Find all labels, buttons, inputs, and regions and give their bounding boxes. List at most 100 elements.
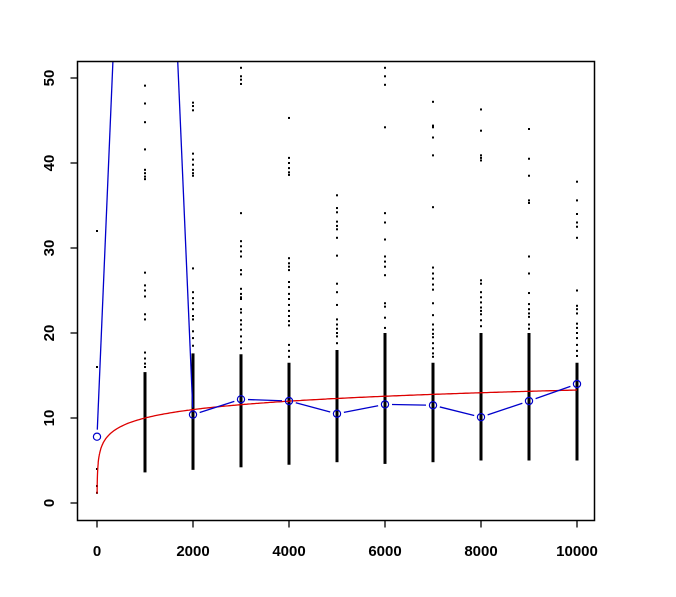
mean-marker bbox=[236, 395, 246, 404]
data-point bbox=[384, 274, 386, 277]
mean-line-segment bbox=[295, 402, 331, 413]
data-point bbox=[528, 201, 530, 204]
data-point bbox=[336, 236, 338, 239]
data-point bbox=[576, 322, 578, 325]
dense-observations bbox=[191, 353, 195, 470]
mean-line-segment bbox=[96, 61, 114, 430]
data-point bbox=[528, 308, 530, 311]
mean-line-segment bbox=[391, 403, 427, 406]
data-point bbox=[288, 156, 290, 159]
data-point bbox=[480, 129, 482, 132]
x-axis: 0 2000 4000 6000 8000 10000 bbox=[93, 520, 598, 560]
data-point bbox=[192, 315, 194, 317]
data-point bbox=[384, 255, 386, 258]
data-point bbox=[576, 354, 578, 357]
data-point bbox=[432, 277, 434, 280]
data-point bbox=[480, 301, 482, 304]
data-point bbox=[336, 332, 338, 334]
observation-column bbox=[575, 180, 579, 461]
data-point bbox=[480, 306, 482, 309]
x-tick-label: 8000 bbox=[464, 543, 497, 560]
observation-column bbox=[383, 66, 387, 464]
data-point bbox=[192, 109, 194, 112]
data-point bbox=[144, 271, 146, 274]
data-point bbox=[288, 292, 290, 295]
observation-column bbox=[527, 128, 531, 461]
data-point bbox=[528, 157, 530, 160]
data-point bbox=[192, 297, 194, 300]
data-point bbox=[432, 323, 434, 326]
data-point bbox=[384, 302, 386, 305]
data-point bbox=[432, 355, 434, 358]
data-point bbox=[336, 327, 338, 330]
data-point bbox=[288, 324, 290, 327]
data-point bbox=[336, 291, 338, 294]
data-point bbox=[240, 212, 242, 215]
data-point bbox=[192, 168, 194, 171]
data-point bbox=[336, 303, 338, 306]
data-point bbox=[432, 288, 434, 291]
data-point bbox=[144, 102, 146, 105]
data-point bbox=[576, 236, 578, 239]
data-point bbox=[144, 362, 146, 365]
data-point bbox=[240, 287, 242, 290]
data-point bbox=[480, 291, 482, 294]
data-point bbox=[384, 126, 386, 129]
data-point bbox=[528, 255, 530, 258]
data-point bbox=[240, 298, 242, 300]
data-point bbox=[144, 168, 146, 171]
data-point bbox=[384, 305, 386, 308]
data-point bbox=[96, 468, 98, 470]
data-point bbox=[528, 312, 530, 315]
observation-column bbox=[431, 100, 435, 463]
data-point bbox=[336, 254, 338, 257]
data-point bbox=[240, 255, 242, 258]
data-point bbox=[288, 269, 290, 272]
mean-marker bbox=[188, 410, 198, 419]
data-point bbox=[432, 126, 434, 129]
data-point bbox=[432, 336, 434, 339]
data-point bbox=[576, 308, 578, 311]
data-point bbox=[288, 349, 290, 352]
data-point bbox=[288, 303, 290, 306]
observation-column bbox=[287, 116, 291, 465]
x-tick-label: 2000 bbox=[176, 543, 209, 560]
data-point bbox=[432, 124, 434, 127]
y-tick-label: 30 bbox=[41, 240, 58, 257]
data-point bbox=[336, 211, 338, 214]
data-point bbox=[480, 156, 482, 159]
data-point bbox=[432, 347, 434, 350]
data-point bbox=[384, 316, 386, 319]
data-point bbox=[288, 320, 290, 323]
mean-line-segment bbox=[199, 400, 235, 414]
data-point bbox=[192, 158, 194, 161]
mean-marker bbox=[524, 396, 534, 406]
mean-line-segment bbox=[177, 61, 194, 408]
data-point bbox=[480, 282, 482, 285]
mean-line-segment bbox=[247, 398, 283, 402]
data-point bbox=[432, 283, 434, 286]
observation-column bbox=[335, 194, 339, 463]
data-point bbox=[288, 116, 290, 119]
data-point bbox=[432, 328, 434, 331]
data-point bbox=[144, 313, 146, 316]
data-point bbox=[576, 213, 578, 215]
data-point bbox=[144, 318, 146, 321]
data-point bbox=[336, 318, 338, 321]
data-point bbox=[432, 100, 434, 103]
data-point bbox=[480, 319, 482, 322]
x-tick-label: 10000 bbox=[556, 543, 598, 560]
data-point bbox=[192, 105, 194, 108]
y-tick-label: 20 bbox=[41, 325, 58, 342]
data-point bbox=[576, 332, 578, 334]
data-point bbox=[240, 311, 242, 314]
data-point bbox=[144, 175, 146, 178]
y-tick-label: 10 bbox=[41, 410, 58, 427]
data-point bbox=[576, 221, 578, 224]
data-point bbox=[192, 344, 194, 347]
data-point bbox=[192, 318, 194, 321]
data-point bbox=[96, 366, 98, 368]
data-point bbox=[336, 323, 338, 326]
data-point bbox=[576, 349, 578, 352]
